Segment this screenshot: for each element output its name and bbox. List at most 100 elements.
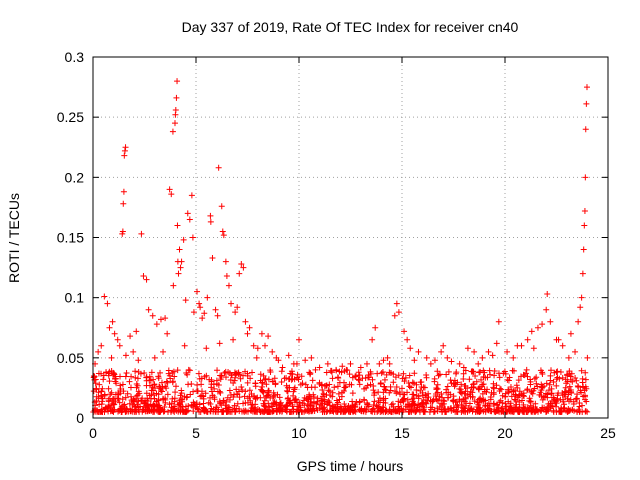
dense-point	[274, 391, 281, 398]
dense-point	[445, 368, 452, 375]
data-point	[209, 254, 216, 261]
dense-point	[400, 407, 407, 414]
dense-point	[559, 374, 566, 381]
dense-point	[361, 385, 368, 392]
dense-point	[554, 368, 561, 375]
dense-point	[439, 408, 446, 415]
dense-point	[105, 385, 112, 392]
data-point	[214, 312, 221, 319]
dense-point	[545, 387, 552, 394]
dense-point	[160, 396, 167, 403]
data-point	[380, 357, 387, 364]
dense-point	[378, 370, 385, 377]
dense-point	[231, 369, 238, 376]
data-point	[444, 354, 451, 361]
dense-point	[246, 387, 253, 394]
dense-point	[475, 385, 482, 392]
dense-point	[420, 396, 427, 403]
dense-point	[242, 388, 249, 395]
dense-point	[112, 373, 119, 380]
data-point	[212, 306, 219, 313]
dense-point	[186, 367, 193, 374]
dense-point	[128, 393, 135, 400]
data-point	[324, 360, 331, 367]
dense-point	[494, 402, 501, 409]
dense-point	[272, 400, 279, 407]
dense-point	[123, 370, 130, 377]
dense-point	[407, 384, 414, 391]
dense-point	[546, 381, 553, 388]
dense-point	[507, 384, 514, 391]
dense-point	[484, 374, 491, 381]
dense-point	[516, 408, 523, 415]
dense-point	[547, 377, 554, 384]
data-point	[135, 357, 142, 364]
data-point	[415, 348, 422, 355]
dense-point	[215, 408, 222, 415]
dense-point	[523, 408, 530, 415]
x-tick-label: 5	[192, 425, 200, 441]
dense-point	[476, 408, 483, 415]
dense-point	[156, 383, 163, 390]
dense-point	[381, 383, 388, 390]
dense-point	[519, 407, 526, 414]
dense-point	[183, 369, 190, 376]
dense-point	[108, 389, 115, 396]
data-point	[168, 191, 175, 198]
dense-point	[582, 408, 589, 415]
dense-point	[325, 397, 332, 404]
dense-point	[217, 376, 224, 383]
data-point	[427, 360, 434, 367]
dense-point	[507, 402, 514, 409]
dense-point	[397, 399, 404, 406]
dense-point	[449, 397, 456, 404]
data-point	[204, 294, 211, 301]
dense-point	[561, 401, 568, 408]
dense-point	[216, 388, 223, 395]
dense-point	[346, 371, 353, 378]
data-point	[171, 120, 178, 127]
dense-point	[432, 391, 439, 398]
dense-point	[516, 392, 523, 399]
dense-point	[566, 383, 573, 390]
data-point	[567, 330, 574, 337]
data-point	[363, 360, 370, 367]
dense-point	[182, 407, 189, 414]
dense-point	[485, 407, 492, 414]
dense-point	[165, 408, 172, 415]
data-point	[236, 270, 243, 277]
dense-point	[266, 408, 273, 415]
dense-point	[533, 374, 540, 381]
dense-point	[228, 372, 235, 379]
dense-point	[316, 381, 323, 388]
dense-point	[246, 393, 253, 400]
dense-point	[115, 391, 122, 398]
dense-point	[458, 381, 465, 388]
dense-point	[277, 405, 284, 412]
data-point	[130, 348, 137, 355]
dense-point	[334, 399, 341, 406]
dense-point	[513, 382, 520, 389]
dense-point	[146, 403, 153, 410]
dense-point	[96, 401, 103, 408]
dense-point	[390, 371, 397, 378]
dense-point	[232, 408, 239, 415]
dense-point	[320, 390, 327, 397]
dense-point	[135, 397, 142, 404]
dense-point	[380, 389, 387, 396]
dense-point	[148, 369, 155, 376]
data-point	[401, 328, 408, 335]
data-point	[265, 333, 272, 340]
dense-point	[380, 397, 387, 404]
dense-point	[429, 404, 436, 411]
data-point	[225, 282, 232, 289]
data-point	[95, 348, 102, 355]
dense-point	[462, 408, 469, 415]
data-point	[285, 352, 292, 359]
dense-point	[306, 369, 313, 376]
dense-point	[513, 392, 520, 399]
data-point	[253, 354, 260, 361]
dense-point	[134, 391, 141, 398]
dense-point	[323, 391, 330, 398]
dense-point	[103, 369, 110, 376]
